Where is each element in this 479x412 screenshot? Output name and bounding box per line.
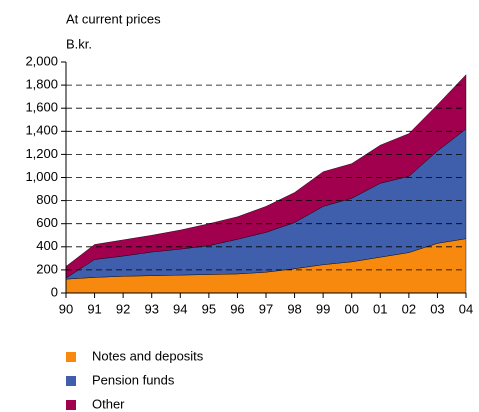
x-tick-label: 00 bbox=[344, 301, 358, 316]
legend-swatch bbox=[66, 400, 76, 410]
x-tick-label: 03 bbox=[430, 301, 444, 316]
x-tick-label: 92 bbox=[116, 301, 130, 316]
y-tick-label: 2,000 bbox=[25, 53, 58, 68]
x-tick-label: 02 bbox=[402, 301, 416, 316]
y-tick-label: 600 bbox=[36, 215, 58, 230]
y-tick-label: 0 bbox=[51, 284, 58, 299]
x-tick-label: 98 bbox=[287, 301, 301, 316]
legend-swatch bbox=[66, 376, 76, 386]
legend-label: Notes and deposits bbox=[92, 348, 204, 363]
x-tick-label: 91 bbox=[87, 301, 101, 316]
x-tick-label: 04 bbox=[459, 301, 473, 316]
y-axis-label: B.kr. bbox=[66, 36, 92, 51]
chart-title: At current prices bbox=[66, 11, 161, 26]
areas bbox=[65, 74, 467, 294]
y-tick-label: 1,000 bbox=[25, 169, 58, 184]
legend-label: Other bbox=[92, 396, 125, 411]
x-tick-label: 93 bbox=[144, 301, 158, 316]
legend-label: Pension funds bbox=[92, 372, 175, 387]
x-tick-label: 95 bbox=[202, 301, 216, 316]
y-tick-label: 1,400 bbox=[25, 123, 58, 138]
y-tick-label: 1,800 bbox=[25, 77, 58, 92]
y-tick-label: 1,200 bbox=[25, 146, 58, 161]
y-tick-label: 200 bbox=[36, 261, 58, 276]
y-tick-label: 400 bbox=[36, 238, 58, 253]
x-tick-label: 94 bbox=[173, 301, 187, 316]
x-tick-label: 90 bbox=[59, 301, 73, 316]
x-tick-label: 01 bbox=[373, 301, 387, 316]
x-tick-label: 99 bbox=[316, 301, 330, 316]
y-tick-label: 800 bbox=[36, 192, 58, 207]
y-tick-label: 1,600 bbox=[25, 100, 58, 115]
legend-swatch bbox=[66, 352, 76, 362]
x-tick-label: 96 bbox=[230, 301, 244, 316]
x-tick-label: 97 bbox=[259, 301, 273, 316]
